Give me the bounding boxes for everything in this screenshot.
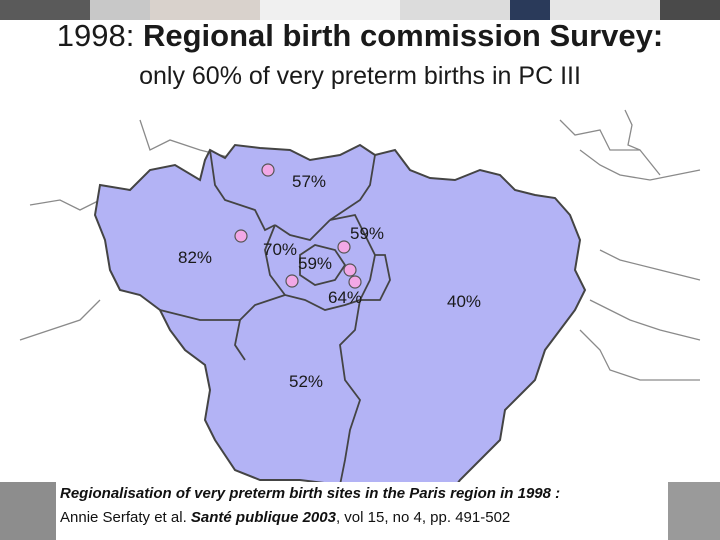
citation-authors: Annie Serfaty et al. — [60, 509, 191, 526]
title-separator: : — [125, 18, 143, 53]
label-east: 40% — [447, 292, 482, 311]
ile-de-france-region — [93, 143, 587, 507]
label-south: 52% — [289, 372, 324, 391]
marker-inner-south — [348, 275, 362, 289]
label-paris: 59% — [298, 254, 333, 273]
citation-volume: , vol 15, no 4, pp. 491-502 — [335, 509, 511, 526]
label-north: 57% — [292, 172, 327, 191]
neighbour-boundaries — [19, 109, 701, 381]
citation-reference: Annie Serfaty et al. Santé publique 2003… — [60, 506, 668, 530]
marker-north — [261, 163, 275, 177]
bottom-left-photo — [0, 482, 56, 540]
label-inner-south: 64% — [328, 288, 363, 307]
page-subtitle: only 60% of very preterm births in PC II… — [139, 62, 581, 90]
marker-west — [234, 229, 248, 243]
label-inner-northeast: 59% — [350, 224, 385, 243]
bottom-right-photo — [668, 482, 720, 540]
label-west: 82% — [178, 248, 213, 267]
page-title: 1998: Regional birth commission Survey: — [0, 18, 720, 54]
label-inner-west: 70% — [263, 240, 298, 259]
marker-inner-northeast — [337, 240, 351, 254]
citation-box: Regionalisation of very preterm birth si… — [56, 482, 668, 540]
title-year: 1998 — [56, 18, 126, 53]
title-main: Regional birth commission Survey: — [142, 18, 664, 53]
header-photo-strip — [0, 0, 720, 20]
department-borders — [159, 149, 391, 486]
citation-title: Regionalisation of very preterm birth si… — [60, 485, 561, 502]
hospital-markers — [234, 163, 362, 289]
citation-journal: Santé publique 2003 — [190, 509, 336, 526]
marker-inner-west — [285, 274, 299, 288]
marker-paris — [343, 263, 357, 277]
